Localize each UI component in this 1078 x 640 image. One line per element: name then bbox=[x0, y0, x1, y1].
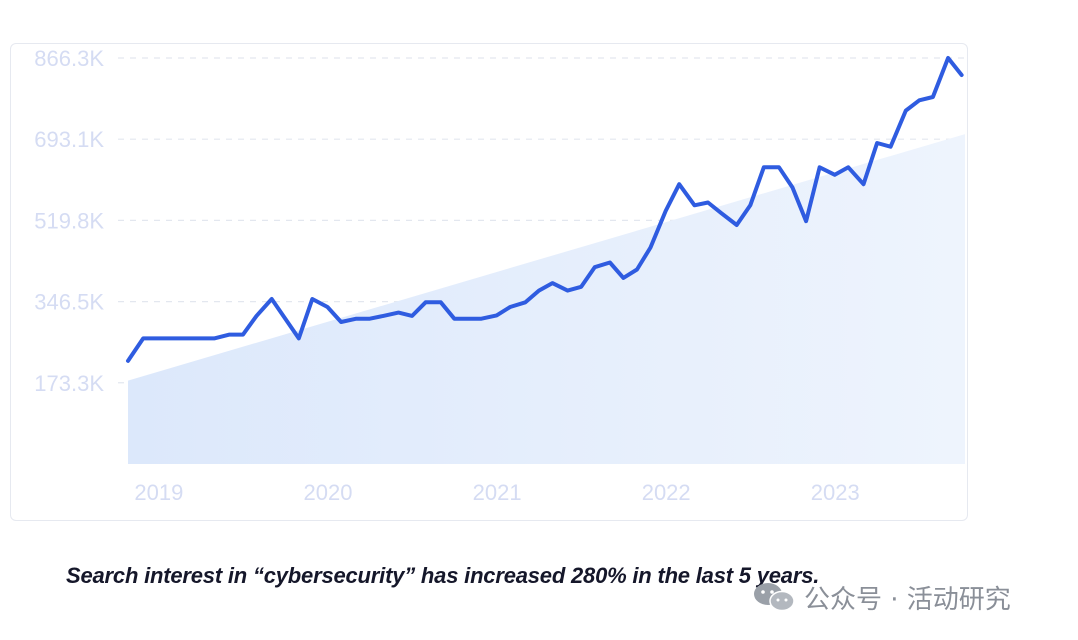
data-point bbox=[212, 336, 216, 340]
x-tick-label: 2022 bbox=[642, 480, 691, 505]
data-point bbox=[735, 223, 739, 227]
data-point bbox=[537, 289, 541, 293]
data-point bbox=[677, 182, 681, 186]
data-point bbox=[635, 268, 639, 272]
data-point bbox=[508, 305, 512, 309]
data-point bbox=[720, 211, 724, 215]
data-point bbox=[141, 336, 145, 340]
data-point bbox=[310, 297, 314, 301]
data-point bbox=[875, 141, 879, 145]
data-point bbox=[846, 165, 850, 169]
series-layer bbox=[126, 56, 964, 363]
data-point bbox=[170, 336, 174, 340]
data-point bbox=[452, 317, 456, 321]
data-point bbox=[255, 314, 259, 318]
data-point bbox=[593, 265, 597, 269]
data-point bbox=[495, 313, 499, 317]
data-point bbox=[904, 109, 908, 113]
data-point bbox=[354, 317, 358, 321]
data-point bbox=[693, 203, 697, 207]
data-point bbox=[241, 333, 245, 337]
data-point bbox=[706, 201, 710, 205]
watermark-text: 公众号 · 活动研究 bbox=[804, 584, 1011, 615]
data-point bbox=[424, 300, 428, 304]
data-point bbox=[762, 165, 766, 169]
x-tick-label: 2021 bbox=[473, 480, 522, 505]
y-tick-label: 693.1K bbox=[34, 127, 104, 152]
data-point bbox=[748, 203, 752, 207]
data-point bbox=[804, 219, 808, 223]
data-point bbox=[862, 182, 866, 186]
watermark: 公众号 · 活动研究 bbox=[752, 580, 1011, 615]
y-tick-label: 173.3K bbox=[34, 371, 104, 396]
wechat-icon bbox=[754, 583, 795, 612]
x-axis: 2019 2020 2021 2022 2023 bbox=[134, 480, 859, 505]
data-point bbox=[397, 311, 401, 315]
x-tick-label: 2020 bbox=[304, 480, 353, 505]
data-point bbox=[381, 314, 385, 318]
data-point bbox=[777, 165, 781, 169]
data-point bbox=[523, 300, 527, 304]
y-tick-label: 519.8K bbox=[34, 208, 104, 233]
data-point bbox=[466, 317, 470, 321]
data-point bbox=[579, 285, 583, 289]
data-point bbox=[621, 276, 625, 280]
data-point bbox=[339, 320, 343, 324]
data-point bbox=[199, 336, 203, 340]
data-point bbox=[566, 289, 570, 293]
data-point bbox=[818, 165, 822, 169]
data-point bbox=[917, 98, 921, 102]
trend-area-layer bbox=[128, 134, 965, 465]
data-point bbox=[649, 246, 653, 250]
data-point bbox=[608, 261, 612, 265]
y-tick-label: 866.3K bbox=[34, 46, 104, 71]
data-point bbox=[550, 281, 554, 285]
trend-area bbox=[128, 134, 965, 465]
series-line-0 bbox=[126, 56, 964, 363]
data-point bbox=[297, 336, 301, 340]
data-point bbox=[326, 305, 330, 309]
data-point bbox=[156, 336, 160, 340]
data-point bbox=[126, 359, 130, 363]
y-tick-label: 346.5K bbox=[34, 290, 104, 315]
data-point bbox=[283, 317, 287, 321]
data-point bbox=[833, 173, 837, 177]
data-point bbox=[889, 145, 893, 149]
data-point bbox=[664, 209, 668, 213]
x-tick-label: 2023 bbox=[811, 480, 860, 505]
data-point bbox=[479, 317, 483, 321]
data-point bbox=[368, 317, 372, 321]
data-point bbox=[410, 314, 414, 318]
data-point bbox=[270, 297, 274, 301]
y-axis: 173.3K 346.5K 519.8K 693.1K 866.3K bbox=[34, 46, 104, 396]
data-point bbox=[791, 186, 795, 190]
data-point bbox=[185, 336, 189, 340]
data-point bbox=[228, 333, 232, 337]
data-point bbox=[946, 56, 950, 60]
data-point bbox=[960, 73, 964, 77]
data-point bbox=[931, 95, 935, 99]
x-tick-label: 2019 bbox=[134, 480, 183, 505]
data-point bbox=[439, 300, 443, 304]
chart-caption: Search interest in “cybersecurity” has i… bbox=[66, 563, 820, 588]
